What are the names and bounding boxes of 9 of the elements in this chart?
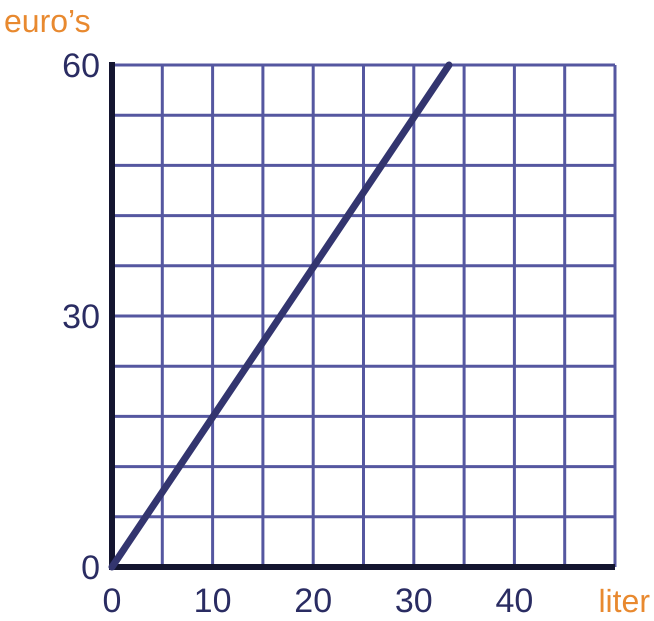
x-tick-label: 20 (294, 582, 332, 620)
x-tick-label: 40 (495, 582, 534, 620)
x-axis-title: liter (598, 583, 650, 619)
x-tick-label: 30 (394, 582, 433, 620)
y-tick-label: 60 (62, 47, 100, 85)
x-tick-label: 10 (194, 582, 232, 620)
y-axis-title: euro’s (4, 3, 91, 39)
y-tick-label: 0 (81, 549, 100, 587)
y-tick-label: 30 (62, 298, 100, 336)
